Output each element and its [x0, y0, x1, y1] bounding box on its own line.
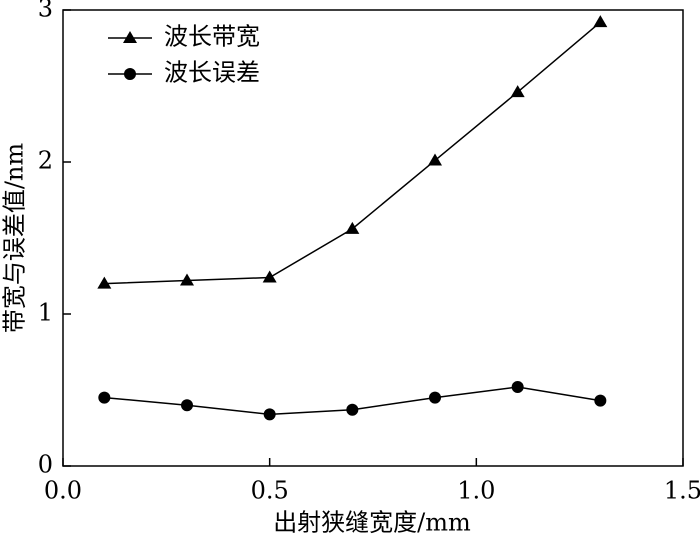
y-tick-label: 0 [38, 451, 53, 479]
data-point [429, 391, 441, 404]
data-point [262, 270, 277, 283]
data-point [428, 153, 442, 166]
y-tick-label: 2 [38, 147, 53, 175]
data-point [510, 85, 525, 98]
legend-label: 波长误差 [164, 59, 260, 87]
legend-label: 波长带宽 [164, 23, 260, 51]
data-point [181, 399, 193, 412]
data-point [180, 273, 194, 286]
data-point [97, 276, 112, 289]
data-point [511, 380, 524, 393]
data-point [594, 394, 607, 407]
x-tick-label: 0.5 [251, 477, 289, 505]
y-tick-label: 1 [38, 299, 53, 327]
data-point [346, 403, 359, 416]
data-point [98, 391, 111, 404]
x-axis-label: 出射狭缝宽度/mm [273, 509, 471, 537]
plot-frame [62, 9, 684, 467]
y-axis-label: 带宽与误差值/nm [1, 143, 29, 334]
data-point [593, 15, 608, 28]
x-tick-label: 1.5 [664, 477, 700, 505]
x-tick-label: 0.0 [44, 477, 82, 505]
x-tick-label: 1.0 [457, 477, 495, 505]
data-point [263, 408, 276, 421]
legend-marker [123, 31, 137, 43]
legend-marker [124, 68, 136, 80]
y-tick-label: 3 [38, 0, 53, 23]
data-point [345, 221, 360, 234]
